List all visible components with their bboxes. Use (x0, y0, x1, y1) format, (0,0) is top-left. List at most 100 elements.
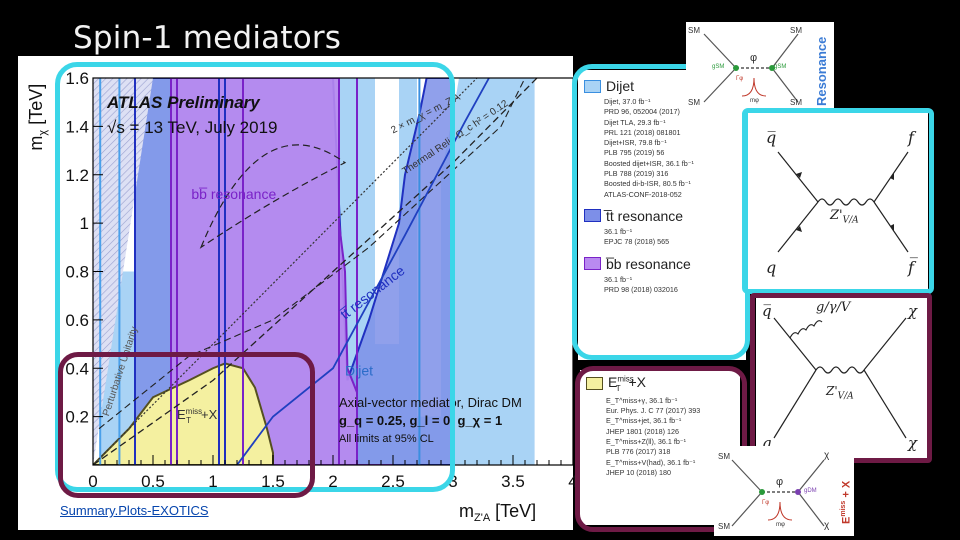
y-tick-label-0: 0.2 (65, 408, 89, 427)
res-label: Resonance (814, 36, 829, 106)
y-tick-label-2: 0.6 (65, 311, 89, 330)
res-sm-tl: SM (688, 26, 700, 35)
resonance-diagram: SM SM SM SM φ gSM gSM Γφ mφ Resonance (686, 22, 834, 112)
x-axis-label: mZ'A [TeV] (459, 501, 536, 524)
mx-q: q (762, 434, 772, 452)
y-tick-label-1: 0.4 (65, 359, 89, 378)
res-mphi: mφ (750, 98, 759, 104)
legend-ref-3-1: Eur. Phys. J. C 77 (2017) 393 (606, 406, 701, 416)
legend-ref-3-5: PLB 776 (2017) 318 (606, 447, 671, 457)
res-gsm-right: gSM (774, 64, 787, 70)
slide-title: Spin-1 mediators (73, 20, 342, 56)
perturbative-unitarity-region (93, 78, 153, 465)
mx2-gamma: Γφ (762, 500, 770, 506)
plot-area (93, 78, 538, 465)
legend-ref-0-3: PRL 121 (2018) 081801 (604, 127, 681, 137)
x-tick-label-4: 2 (328, 472, 337, 491)
sch-mediator: Z'V/A (830, 208, 859, 226)
mx2-chi-top: χ (824, 450, 830, 461)
legend-panel-resonance: Dijet Dijet, 37.0 fb⁻¹ PRD 96, 052004 (201… (578, 70, 746, 360)
legend-ref-0-9: ATLAS-CONF-2018-052 (604, 189, 682, 199)
y-tick-label-6: 1.4 (65, 117, 89, 136)
legend-ref-3-2: E_T^miss+jet, 36.1 fb⁻¹ (606, 416, 682, 426)
x-tick-label-3: 1.5 (261, 472, 285, 491)
mx2-phi: φ (776, 476, 784, 488)
x-tick-label-0: 0 (88, 472, 97, 491)
y-tick-label-5: 1.2 (65, 166, 89, 185)
legend-ref-1-0: 36.1 fb⁻¹ (604, 226, 633, 236)
res-line-left-up (703, 33, 737, 69)
met-x-region (93, 362, 274, 465)
mx-chi-bottom: χ (908, 434, 918, 452)
legend-entry-0: Dijet (584, 78, 694, 94)
legend-ref-3-7: JHEP 10 (2018) 180 (606, 467, 671, 477)
legend-ref-2-0: 36.1 fb⁻¹ (604, 274, 633, 284)
sch-q: q (766, 258, 777, 277)
res-sm-br: SM (790, 98, 802, 107)
legend-swatch-1 (584, 209, 601, 223)
legend-ref-3-6: E_T^miss+V(had), 36.1 fb⁻¹ (606, 457, 696, 467)
footer-link[interactable]: Summary.Plots-EXOTICS (60, 503, 209, 518)
res-phi: φ (750, 52, 758, 64)
legend-ref-3-3: JHEP 1801 (2018) 126 (606, 426, 679, 436)
x-tick-label-8: 4 (568, 472, 577, 491)
res-vertex-left (733, 65, 739, 71)
res-line-right-up (771, 33, 799, 69)
legend-ref-0-4: Dijet+ISR, 79.8 fb⁻¹ (604, 138, 667, 148)
legend-label-1: t̅t resonance (606, 207, 684, 224)
legend-ref-2-1: PRD 98 (2018) 032016 (604, 284, 678, 294)
legend-ref-0-5: PLB 795 (2019) 56 (604, 148, 665, 158)
x-tick-label-6: 3 (448, 472, 457, 491)
res-vertex-right (769, 65, 775, 71)
res-gamma: Γφ (736, 76, 744, 82)
label-dijet: Dijet (345, 363, 373, 379)
legend-label-2: b̅b resonance (606, 255, 691, 272)
y-tick-label-3: 0.8 (65, 263, 89, 282)
label-bbbar: bb̅ resonance (191, 186, 276, 202)
expected-contour (199, 144, 347, 249)
legend-panel-met: EmissT +X E_T^miss+γ, 36.1 fb⁻¹ Eur. Phys.… (580, 370, 740, 525)
legend-ref-1-1: EPJC 78 (2018) 565 (604, 237, 670, 247)
mx2-gdm: gDM (804, 488, 817, 494)
legend-swatch-3 (586, 376, 603, 390)
mx2-chi-bottom: χ (824, 520, 830, 531)
res-gsm-left: gSM (712, 64, 725, 70)
legend-ref-0-6: Boosted dijet+ISR, 36.1 fb⁻¹ (604, 158, 694, 168)
thermal-relic-line (93, 78, 538, 465)
legend-ref-0-2: Dijet TLA, 29.3 fb⁻¹ (604, 117, 666, 127)
res-sm-bl: SM (688, 98, 700, 107)
mx-chi-top: χ (908, 302, 918, 320)
legend-label-0: Dijet (606, 78, 635, 94)
legend-swatch-2 (584, 257, 601, 271)
y-tick-label-7: 1.6 (65, 69, 89, 88)
mx2-label: Emiss + X (840, 480, 853, 524)
mx-mediator: Z'V/A (826, 384, 854, 402)
label-cl: All limits at 95% CL (339, 433, 434, 445)
x-tick-label-2: 1 (208, 472, 217, 491)
legend-ref-3-4: E_T^miss+Z(ll), 36.1 fb⁻¹ (606, 436, 687, 446)
res-bw-curve (741, 77, 767, 97)
legend-entry-1: t̅t resonance (584, 208, 694, 224)
sch-f: f (908, 128, 914, 147)
legend-ref-0-7: PLB 788 (2019) 316 (604, 169, 669, 179)
legend-ref-0-8: Boosted di-b-ISR, 80.5 fb⁻¹ (604, 179, 691, 189)
res-sm-tr: SM (790, 26, 802, 35)
ttbar-expected-line (236, 78, 490, 465)
met-x-diagram: SM SM φ χ χ gDM Γφ mφ Emiss + X (714, 446, 854, 536)
label-model: Axial-vector mediator, Dirac DM (339, 395, 522, 410)
res-line-right-down (771, 67, 799, 103)
mx-emit: g/γ/V (816, 300, 851, 315)
legend-ref-0-0: Dijet, 37.0 fb⁻¹ (604, 97, 651, 106)
legend-ref-0-1: PRD 96, 052004 (2017) (604, 107, 680, 117)
x-tick-label-1: 0.5 (141, 472, 165, 491)
legend-entry-3: EmissT +X (586, 374, 700, 393)
kinematic-line (93, 78, 478, 465)
res-line-left-down (703, 67, 737, 103)
mx2-mphi: mφ (776, 522, 785, 528)
legend-entry-2: b̅b resonance (584, 256, 694, 272)
mono-x-diagram: q̅ q χ χ g/γ/V Z'V/A (756, 298, 928, 458)
s-channel-diagram: q̅ q f f̅ Z'V/A (748, 112, 928, 290)
y-axis-label: mχ [TeV] (26, 84, 49, 151)
label-couplings: g_q = 0.25, g_l = 0, g_χ = 1 (339, 413, 502, 428)
